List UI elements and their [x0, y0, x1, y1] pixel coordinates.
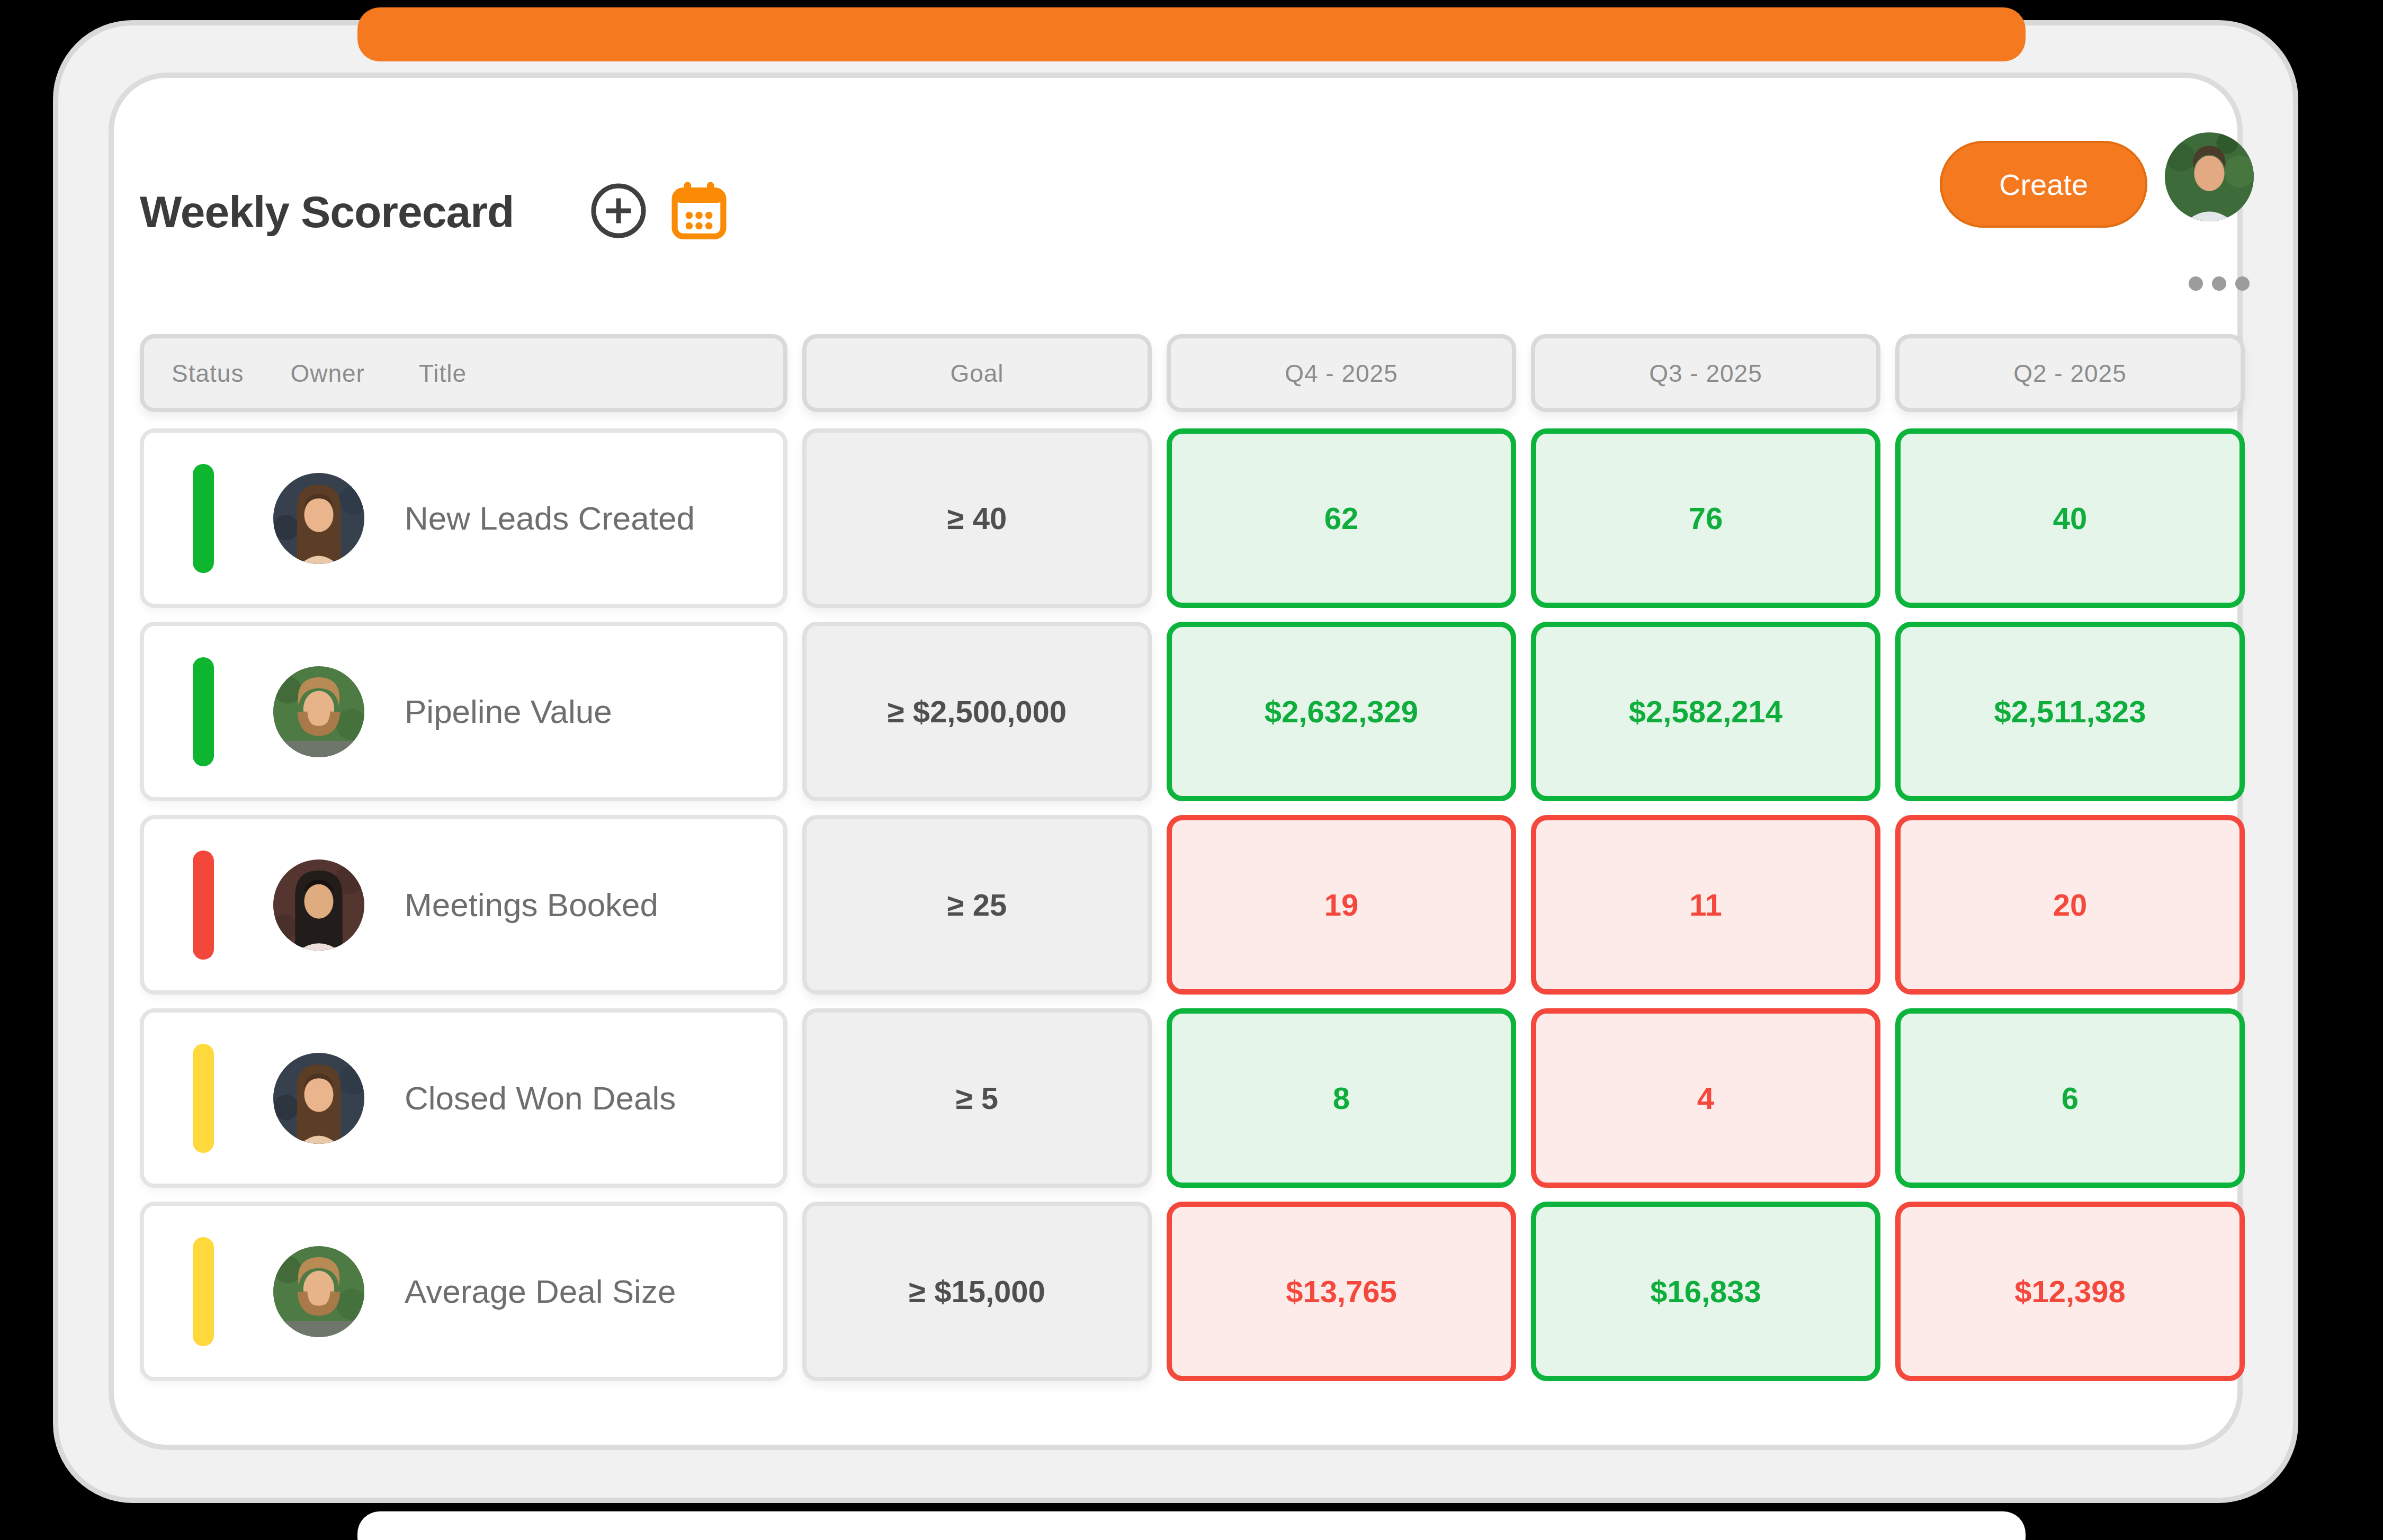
score-value: $2,632,329	[1265, 694, 1418, 729]
score-value: $12,398	[2014, 1274, 2126, 1309]
more-options-button[interactable]	[2182, 267, 2256, 299]
score-cell-q3[interactable]: 76	[1531, 428, 1880, 608]
metric-title: Meetings Booked	[405, 886, 658, 924]
goal-cell: ≥ 25	[802, 815, 1152, 995]
metric-card[interactable]: Pipeline Value	[140, 622, 787, 801]
calendar-icon	[666, 178, 732, 244]
metric-card[interactable]: New Leads Created	[140, 428, 787, 608]
table-row: Average Deal Size ≥ $15,000 $13,765 $16,…	[140, 1202, 2245, 1381]
status-pill	[193, 850, 214, 960]
table-row: Pipeline Value ≥ $2,500,000 $2,632,329 $…	[140, 622, 2245, 801]
score-cell-q2[interactable]: 40	[1895, 428, 2245, 608]
score-value: $2,582,214	[1629, 694, 1782, 729]
column-header-goal: Goal	[802, 334, 1152, 412]
create-button[interactable]: Create	[1940, 141, 2147, 228]
table-row: Closed Won Deals ≥ 5 8 4 6	[140, 1008, 2245, 1188]
owner-avatar	[273, 1246, 364, 1337]
score-cell-q4[interactable]: 19	[1167, 815, 1516, 995]
score-cell-q2[interactable]: 6	[1895, 1008, 2245, 1188]
column-header-q4-2025: Q4 - 2025	[1167, 334, 1516, 412]
goal-cell: ≥ 40	[802, 428, 1152, 608]
score-cell-q2[interactable]: $12,398	[1895, 1202, 2245, 1381]
metric-title: Average Deal Size	[405, 1273, 676, 1310]
screen: Weekly Scorecard	[0, 0, 2383, 1540]
ellipsis-icon	[2212, 276, 2226, 291]
score-cell-q4[interactable]: $13,765	[1167, 1202, 1516, 1381]
calendar-button[interactable]	[666, 178, 732, 244]
score-value: $16,833	[1650, 1274, 1761, 1309]
score-cell-q3[interactable]: 4	[1531, 1008, 1880, 1188]
score-cell-q3[interactable]: 11	[1531, 815, 1880, 995]
goal-cell: ≥ $2,500,000	[802, 622, 1152, 801]
score-value: 11	[1689, 887, 1722, 923]
status-pill	[193, 657, 214, 766]
score-cell-q3[interactable]: $2,582,214	[1531, 622, 1880, 801]
column-header-status: Status	[172, 359, 244, 388]
score-value: 40	[2053, 500, 2088, 536]
metric-title: Pipeline Value	[405, 693, 612, 730]
status-pill	[193, 1044, 214, 1153]
score-value: 6	[2062, 1080, 2079, 1116]
ellipsis-icon	[2189, 276, 2203, 291]
owner-avatar	[273, 473, 364, 564]
score-value: 20	[2053, 887, 2088, 923]
metric-card[interactable]: Closed Won Deals	[140, 1008, 787, 1188]
table-row: Meetings Booked ≥ 25 19 11 20	[140, 815, 2245, 995]
scorecard-table: Status Owner Title Goal Q4 - 2025 Q3 - 2…	[140, 334, 2245, 1395]
metric-card[interactable]: Meetings Booked	[140, 815, 787, 995]
score-value: 19	[1324, 887, 1359, 923]
table-header-row: Status Owner Title Goal Q4 - 2025 Q3 - 2…	[140, 334, 2245, 412]
goal-cell: ≥ 5	[802, 1008, 1152, 1188]
score-cell-q4[interactable]: $2,632,329	[1167, 622, 1516, 801]
create-button-label: Create	[1999, 167, 2088, 202]
score-cell-q2[interactable]: 20	[1895, 815, 2245, 995]
column-header-q3-2025: Q3 - 2025	[1531, 334, 1880, 412]
score-value: 4	[1697, 1080, 1714, 1116]
score-value: 76	[1689, 500, 1723, 536]
plus-circle-icon	[589, 181, 648, 240]
status-pill	[193, 464, 214, 573]
metric-title: New Leads Created	[405, 499, 695, 537]
page-title: Weekly Scorecard	[140, 186, 514, 238]
owner-avatar	[273, 1053, 364, 1144]
metric-card[interactable]: Average Deal Size	[140, 1202, 787, 1381]
profile-avatar[interactable]	[2165, 132, 2254, 221]
score-value: 62	[1324, 500, 1359, 536]
score-cell-q4[interactable]: 62	[1167, 428, 1516, 608]
ellipsis-icon	[2235, 276, 2250, 291]
header-status-owner-title: Status Owner Title	[140, 334, 787, 412]
owner-avatar	[273, 666, 364, 757]
score-cell-q3[interactable]: $16,833	[1531, 1202, 1880, 1381]
column-header-title: Title	[419, 359, 467, 388]
score-cell-q4[interactable]: 8	[1167, 1008, 1516, 1188]
metric-title: Closed Won Deals	[405, 1079, 676, 1117]
column-header-owner: Owner	[290, 359, 364, 388]
table-row: New Leads Created ≥ 40 62 76 40	[140, 428, 2245, 608]
owner-avatar	[273, 859, 364, 951]
score-value: 8	[1333, 1080, 1350, 1116]
score-value: $2,511,323	[1994, 694, 2146, 729]
score-value: $13,765	[1286, 1274, 1397, 1309]
status-pill	[193, 1237, 214, 1346]
add-button[interactable]	[589, 181, 648, 240]
goal-cell: ≥ $15,000	[802, 1202, 1152, 1381]
score-cell-q2[interactable]: $2,511,323	[1895, 622, 2245, 801]
column-header-q2-2025: Q2 - 2025	[1895, 334, 2245, 412]
